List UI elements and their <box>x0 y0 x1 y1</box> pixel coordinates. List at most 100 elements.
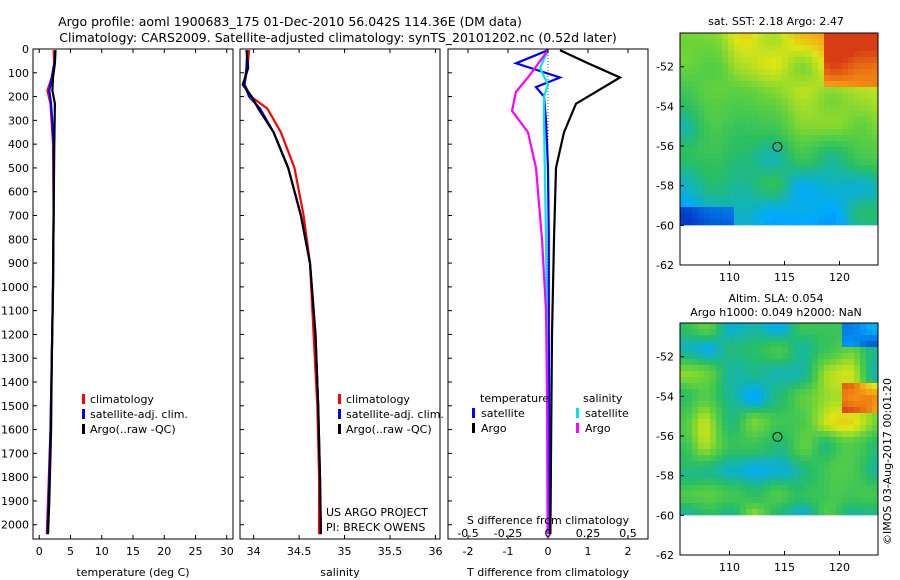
map-cell <box>818 491 824 497</box>
map-cell <box>800 395 806 401</box>
y-tick-label: 300 <box>8 114 29 127</box>
map-cell <box>680 353 686 359</box>
map-cell <box>698 473 704 479</box>
map-cell <box>812 479 818 485</box>
map-cell <box>830 117 836 123</box>
map-cell <box>854 69 860 75</box>
map-cell <box>746 371 752 377</box>
map-cell <box>836 123 842 129</box>
map-cell <box>764 425 770 431</box>
map-cell <box>686 353 692 359</box>
map-cell <box>716 33 722 39</box>
map-cell <box>758 449 764 455</box>
map-cell <box>872 401 878 407</box>
map-cell <box>842 159 848 165</box>
map-cell <box>806 497 812 503</box>
map-cell <box>872 129 878 135</box>
map-cell <box>860 105 866 111</box>
map-cell <box>716 201 722 207</box>
map-cell <box>740 371 746 377</box>
map-cell <box>782 135 788 141</box>
map-cell <box>800 57 806 63</box>
map-cell <box>710 485 716 491</box>
map-cell <box>818 63 824 69</box>
map-cell <box>698 201 704 207</box>
map-cell <box>824 467 830 473</box>
map-cell <box>854 509 860 515</box>
map-cell <box>824 93 830 99</box>
map-cell <box>680 365 686 371</box>
map-cell <box>740 69 746 75</box>
map-cell <box>836 51 842 57</box>
map-cell <box>782 431 788 437</box>
map-cell <box>866 111 872 117</box>
map-cell <box>770 383 776 389</box>
map-cell <box>794 455 800 461</box>
map-cell <box>866 443 872 449</box>
map-cell <box>728 467 734 473</box>
map-cell <box>710 431 716 437</box>
header-line1: Argo profile: aoml 1900683_175 01-Dec-20… <box>58 14 522 29</box>
map-cell <box>782 39 788 45</box>
map-cell <box>788 509 794 515</box>
map-cell <box>866 177 872 183</box>
map-cell <box>860 449 866 455</box>
map-cell <box>812 455 818 461</box>
map-cell <box>770 491 776 497</box>
map-cell <box>770 449 776 455</box>
map-cell <box>776 503 782 509</box>
map-cell <box>746 437 752 443</box>
map-cell <box>728 491 734 497</box>
map-cell <box>692 389 698 395</box>
map-cell <box>722 213 728 219</box>
map-cell <box>740 449 746 455</box>
map-cell <box>776 51 782 57</box>
map-cell <box>872 219 878 225</box>
map-cell <box>698 75 704 81</box>
map-cell <box>818 81 824 87</box>
map-cell <box>734 219 740 225</box>
map-cell <box>806 45 812 51</box>
map-cell <box>710 219 716 225</box>
map-cell <box>860 171 866 177</box>
map-cell <box>830 341 836 347</box>
map-cell <box>782 57 788 63</box>
map-cell <box>704 159 710 165</box>
map-cell <box>752 461 758 467</box>
map-cell <box>728 39 734 45</box>
map-cell <box>776 401 782 407</box>
legend-swatch <box>338 424 341 434</box>
map-cell <box>812 177 818 183</box>
map-cell <box>716 449 722 455</box>
map-cell <box>860 207 866 213</box>
map-cell <box>728 497 734 503</box>
map-cell <box>686 431 692 437</box>
map-cell <box>770 93 776 99</box>
map-cell <box>722 45 728 51</box>
map-cell <box>848 159 854 165</box>
map-cell <box>686 45 692 51</box>
map-cell <box>872 425 878 431</box>
map-cell <box>854 323 860 329</box>
map-cell <box>692 329 698 335</box>
map-cell <box>752 165 758 171</box>
map-cell <box>698 365 704 371</box>
map-cell <box>722 51 728 57</box>
map-cell <box>686 425 692 431</box>
map-cell <box>728 353 734 359</box>
map-cell <box>710 347 716 353</box>
map-cell <box>782 159 788 165</box>
map-cell <box>758 377 764 383</box>
map-cell <box>758 329 764 335</box>
map-cell <box>770 105 776 111</box>
map-cell <box>788 497 794 503</box>
map-cell <box>842 105 848 111</box>
map-cell <box>764 419 770 425</box>
map-cell <box>848 69 854 75</box>
map-cell <box>860 341 866 347</box>
map-cell <box>758 389 764 395</box>
map-cell <box>764 371 770 377</box>
map-cell <box>866 87 872 93</box>
map-cell <box>728 377 734 383</box>
map-cell <box>860 347 866 353</box>
